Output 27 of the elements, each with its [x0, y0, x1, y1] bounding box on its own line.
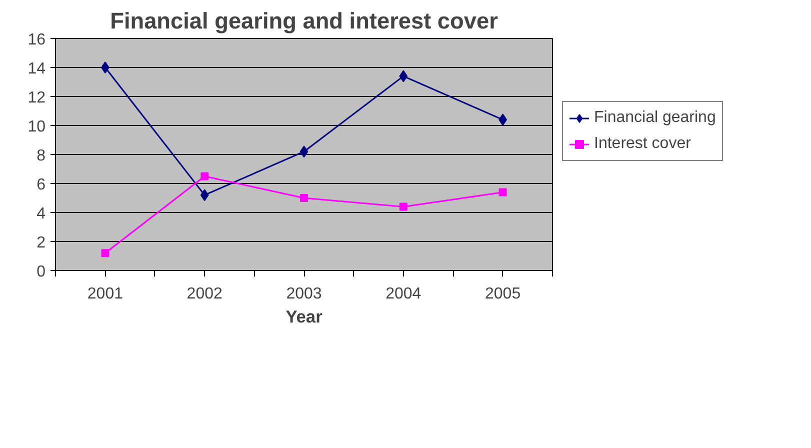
x-tick-label: 2003: [286, 286, 322, 302]
legend-label: Interest cover: [594, 135, 691, 153]
y-tick-label: 2: [36, 234, 46, 252]
y-tick-label: 6: [36, 176, 46, 194]
y-tick-label: 12: [28, 90, 46, 106]
y-tick-label: 14: [28, 60, 46, 78]
point: [200, 172, 209, 180]
point: [498, 188, 507, 196]
y-tick-label: 10: [28, 118, 46, 136]
chart-title: Financial gearing and interest cover: [110, 8, 498, 34]
point: [101, 249, 110, 258]
x-tick-label: 2004: [386, 286, 422, 302]
point: [399, 70, 408, 82]
legend-label: Financial gearing: [594, 109, 716, 127]
x-tick-label: 2001: [87, 286, 124, 302]
point: [101, 62, 110, 74]
x-tick-label: 2005: [485, 286, 521, 302]
x-tick-label: 2002: [186, 286, 222, 302]
point: [300, 194, 308, 202]
point: [300, 146, 308, 158]
y-tick-label: 4: [36, 206, 46, 222]
x-axis-title: Year: [286, 306, 323, 326]
point: [200, 189, 209, 202]
point: [399, 202, 408, 211]
y-tick-label: 16: [28, 32, 46, 48]
y-tick-label: 8: [36, 148, 46, 164]
y-tick-label: 0: [36, 264, 46, 280]
